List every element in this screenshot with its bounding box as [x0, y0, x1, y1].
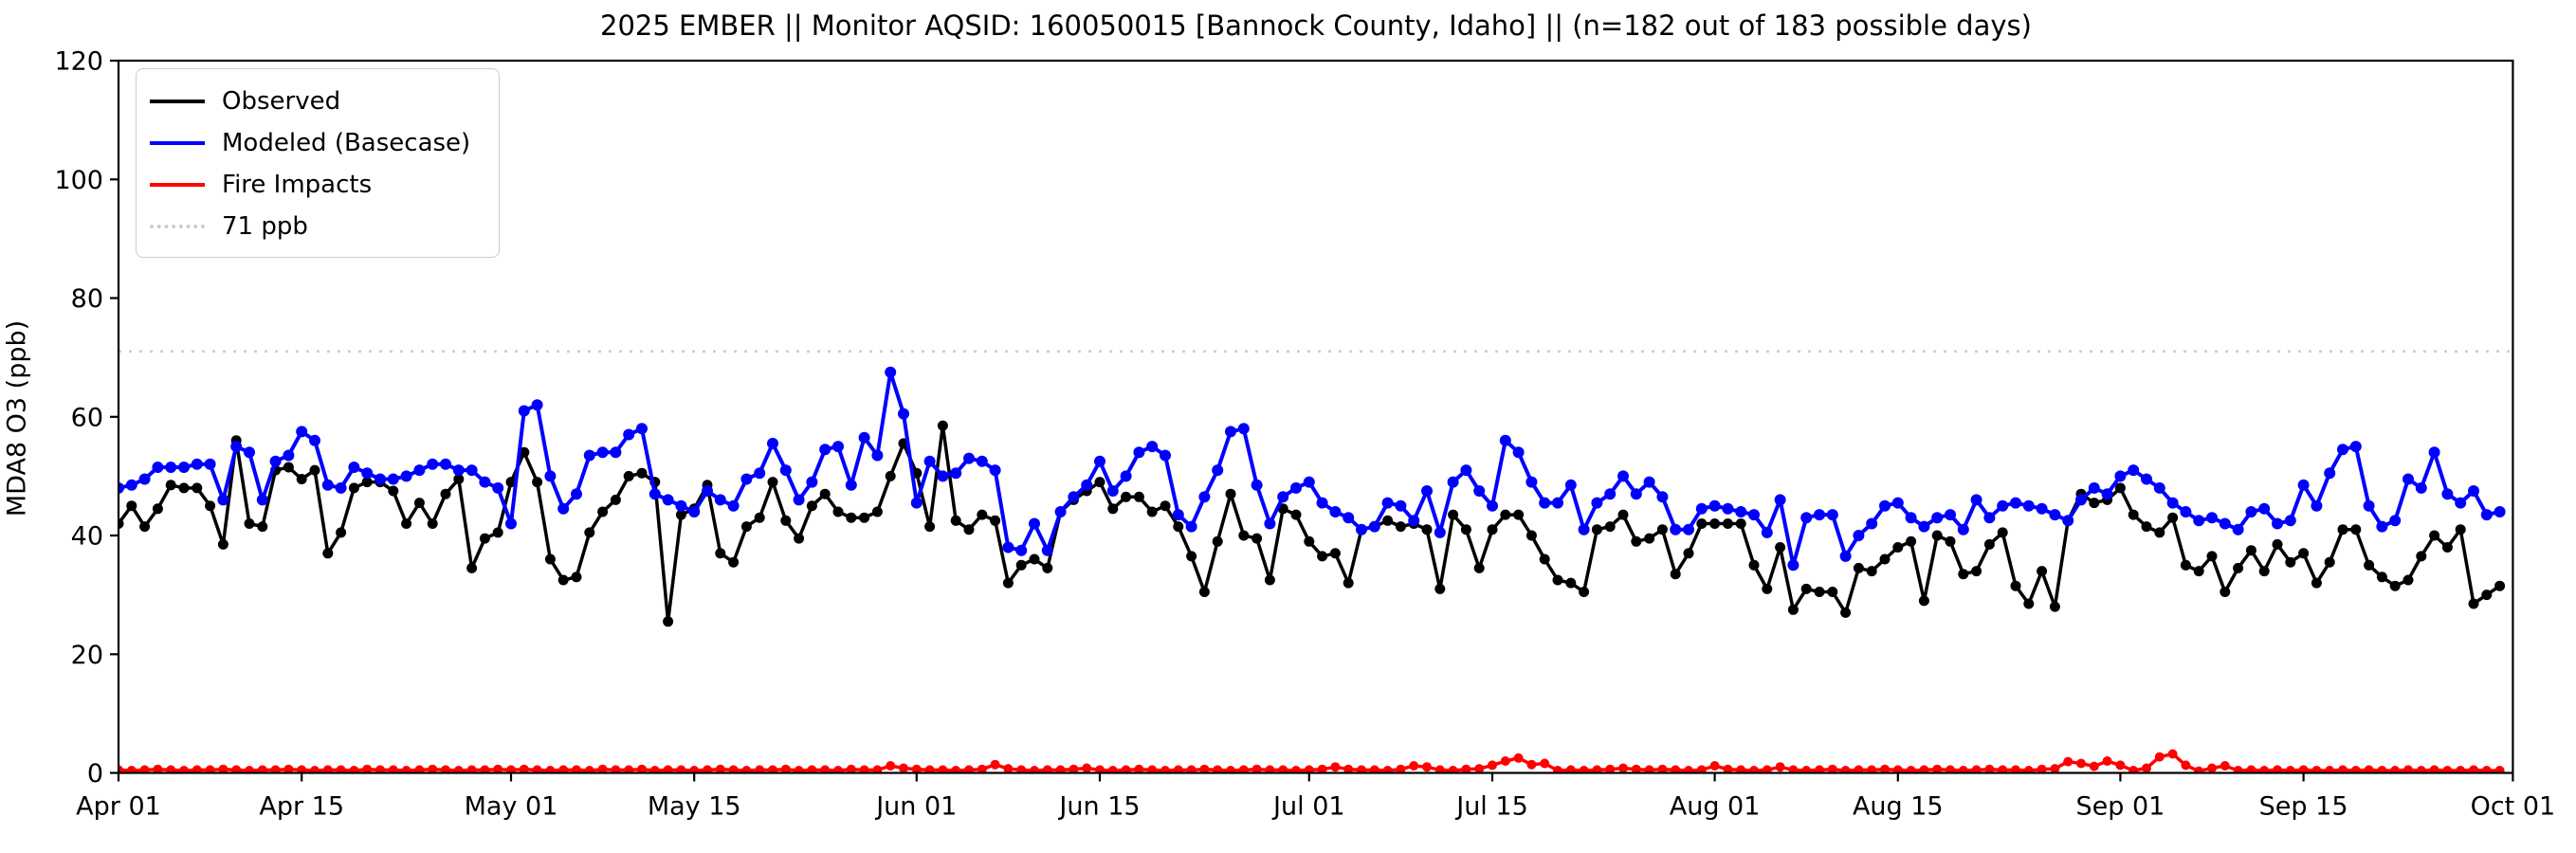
- svg-text:80: 80: [71, 284, 103, 314]
- y-axis-label: MDA8 O3 (ppb): [2, 319, 32, 517]
- svg-text:Jun 15: Jun 15: [1057, 792, 1140, 822]
- observed-series: [119, 420, 2506, 627]
- svg-text:100: 100: [54, 166, 103, 195]
- legend-swatch-fire-impacts: [150, 183, 205, 187]
- svg-text:May 01: May 01: [465, 792, 558, 822]
- legend-label: Observed: [222, 87, 341, 116]
- svg-text:0: 0: [87, 759, 103, 789]
- modeled-basecase-series: [119, 366, 2506, 572]
- svg-text:Aug 15: Aug 15: [1853, 792, 1944, 822]
- svg-text:May 15: May 15: [648, 792, 741, 822]
- svg-text:40: 40: [71, 522, 103, 552]
- svg-text:Jul 15: Jul 15: [1454, 792, 1528, 822]
- legend-swatch-observed: [150, 100, 205, 103]
- legend-label: 71 ppb: [222, 212, 308, 241]
- legend: Observed Modeled (Basecase) Fire Impacts…: [136, 68, 500, 258]
- svg-text:Sep 01: Sep 01: [2075, 792, 2165, 822]
- legend-item-modeled-basecase: Modeled (Basecase): [150, 122, 482, 164]
- figure-title: 2025 EMBER || Monitor AQSID: 160050015 […: [600, 9, 2032, 42]
- legend-item-observed: Observed: [150, 81, 482, 122]
- x-axis: Apr 01 Apr 15 May 01 May 15 Jun 01 Jun 15 Jul …: [76, 772, 2556, 822]
- svg-text:20: 20: [71, 641, 103, 670]
- svg-text:120: 120: [54, 47, 103, 77]
- svg-text:Sep 15: Sep 15: [2259, 792, 2348, 822]
- legend-swatch-modeled-basecase: [150, 141, 205, 145]
- legend-label: Modeled (Basecase): [222, 129, 471, 157]
- legend-item-threshold-71ppb: 71 ppb: [150, 206, 482, 247]
- svg-text:Apr 15: Apr 15: [259, 792, 344, 822]
- svg-text:Jul 01: Jul 01: [1271, 792, 1345, 822]
- legend-swatch-threshold: [150, 225, 205, 228]
- y-axis: 0 20 40 60 80 100 120: [54, 47, 119, 789]
- svg-text:Aug 01: Aug 01: [1670, 792, 1761, 822]
- svg-text:Oct 01: Oct 01: [2471, 792, 2556, 822]
- svg-text:Apr 01: Apr 01: [76, 792, 161, 822]
- fire-impacts-series: [119, 749, 2505, 773]
- svg-text:60: 60: [71, 403, 103, 432]
- svg-text:Jun 01: Jun 01: [874, 792, 957, 822]
- legend-label: Fire Impacts: [222, 171, 373, 199]
- legend-item-fire-impacts: Fire Impacts: [150, 164, 482, 206]
